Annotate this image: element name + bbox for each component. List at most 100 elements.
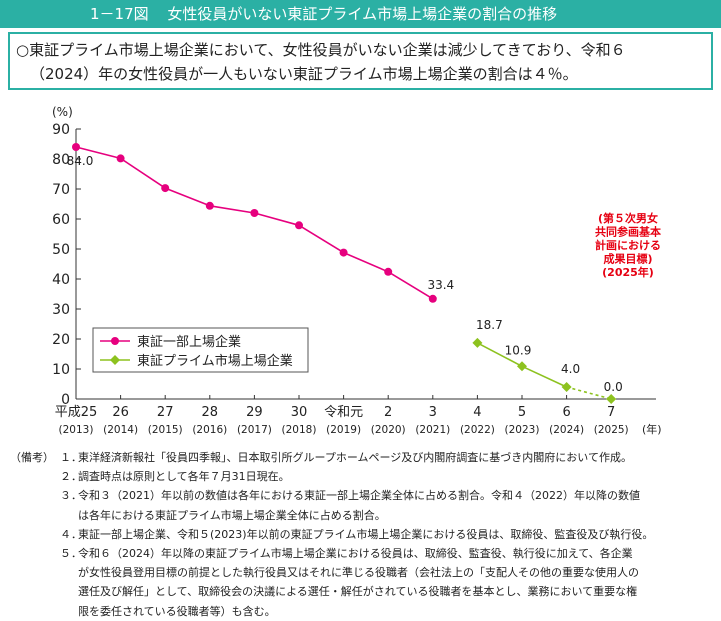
y-tick-label: 80 <box>52 152 70 168</box>
x-tick-label-year: (2024) <box>549 424 584 436</box>
note-number: ５． <box>60 547 82 561</box>
target-annotation-line: 共同参画基本 <box>595 225 661 239</box>
y-axis-label: (%) <box>52 105 73 119</box>
note-text: 令和６（2024）年以降の東証プライム市場上場企業における役員は、取締役、監査役… <box>78 547 633 561</box>
series-line-segment <box>343 251 389 273</box>
series-line-segment <box>566 386 612 400</box>
data-label: 10.9 <box>505 343 532 357</box>
x-tick-label-year: (2017) <box>237 424 272 436</box>
note-text-continued: が女性役員登用目標の前提とした執行役員又はそれに準じる役職者（会社法上の「支配人… <box>78 566 639 580</box>
series-line-segment <box>75 146 121 160</box>
target-annotation-line: 成果目標) <box>603 252 652 266</box>
x-tick-label-year: (2013) <box>59 424 94 436</box>
note-text-continued: 限を委任されている役職者等）も含む。 <box>78 604 276 618</box>
note-text: 東洋経済新報社「役員四季報」、日本取引所グループホームページ及び内閣府調査に基づ… <box>78 451 632 464</box>
x-tick-label-era: 27 <box>157 405 174 420</box>
note-number: ３． <box>60 489 82 503</box>
y-tick-label: 40 <box>52 272 70 288</box>
note-number: ４． <box>60 527 82 541</box>
legend-marker <box>110 355 120 365</box>
x-tick-label-era: 6 <box>562 405 570 420</box>
note-item: ３． 令和３（2021）年以前の数値は各年における東証一部上場企業全体に占める割合… <box>10 486 715 505</box>
y-tick-label: 60 <box>52 212 70 228</box>
line-chart: (%)0102030405060708090平成25(2013)26(2014)… <box>52 105 662 436</box>
series-line-segment <box>164 187 211 207</box>
series-point <box>384 267 393 276</box>
series-point <box>606 394 617 404</box>
figure-number: 1－17図 <box>90 5 149 23</box>
summary-line-2: （2024）年の女性役員が一人もいない東証プライム市場上場企業の割合は４％。 <box>30 65 578 83</box>
notes-label <box>10 486 60 505</box>
note-item: ２． 調査時点は原則として各年７月31日現在。 <box>10 467 715 486</box>
x-tick-label-year: (2016) <box>192 424 227 436</box>
series-line-segment <box>521 365 567 388</box>
notes: （備考） １． 東洋経済新報社「役員四季報」、日本取引所グループホームページ及び内閣… <box>10 448 715 621</box>
series-point <box>250 209 259 217</box>
summary-box: ○東証プライム市場上場企業において、女性役員がいない企業は減少してきており、令和… <box>8 32 713 90</box>
summary-line-1: ○東証プライム市場上場企業において、女性役員がいない企業は減少してきており、令和… <box>16 41 626 59</box>
series-point <box>72 143 80 151</box>
x-tick-label-era: 7 <box>607 405 615 420</box>
figure-title: 女性役員がいない東証プライム市場上場企業の割合の推移 <box>167 5 558 23</box>
x-tick-label-era: 3 <box>429 405 437 420</box>
x-tick-label-year: (2018) <box>282 424 317 436</box>
note-text: 調査時点は原則として各年７月31日現在。 <box>78 470 290 484</box>
data-label: 84.0 <box>67 154 94 168</box>
data-label: 0.0 <box>604 380 623 394</box>
note-item: （備考） １． 東洋経済新報社「役員四季報」、日本取引所グループホームページ及び内閣… <box>10 448 715 467</box>
target-annotation-line: (2025年) <box>602 265 654 279</box>
series-point <box>472 337 483 348</box>
note-number: １． <box>60 451 82 464</box>
note-text-continued: は各年における東証プライム市場上場企業全体に占める割合。 <box>78 508 386 522</box>
x-tick-label-era: 4 <box>473 405 481 420</box>
y-tick-label: 90 <box>52 122 70 138</box>
series-line-segment <box>209 205 255 214</box>
series-point <box>517 361 527 372</box>
series-point <box>161 184 170 193</box>
x-tick-label-era: 28 <box>202 405 219 420</box>
note-item: ４． 東証一部上場企業、令和５(2023)年以前の東証プライム市場上場企業における… <box>10 525 715 544</box>
legend-label: 東証一部上場企業 <box>137 334 241 350</box>
x-tick-label-year: (2015) <box>148 424 183 436</box>
x-tick-label-year: (2023) <box>505 424 540 436</box>
x-tick-label-era: 26 <box>112 405 129 420</box>
figure-header: 1－17図 女性役員がいない東証プライム市場上場企業の割合の推移 <box>0 0 721 28</box>
x-tick-label-year: (2014) <box>103 424 138 436</box>
x-tick-label-era: 令和元 <box>324 405 363 420</box>
legend-box <box>92 327 309 373</box>
target-annotation-line: 計画における <box>595 238 661 252</box>
series-line-segment <box>120 157 166 189</box>
y-tick-label: 50 <box>52 242 70 258</box>
series-point <box>116 154 125 163</box>
x-tick-label-era: 30 <box>291 405 308 420</box>
note-text: 東証一部上場企業、令和５(2023)年以前の東証プライム市場上場企業における役員… <box>78 527 654 541</box>
note-number: ２． <box>60 470 82 484</box>
series-line-segment <box>477 342 523 368</box>
y-tick-label: 0 <box>61 392 70 408</box>
x-tick-label-era: 2 <box>384 405 392 420</box>
notes-label <box>10 467 60 486</box>
data-label: 4.0 <box>561 362 580 376</box>
notes-label <box>10 525 60 544</box>
series-line-segment <box>387 271 434 300</box>
x-tick-label-year: (2019) <box>326 424 361 436</box>
legend-label: 東証プライム市場上場企業 <box>137 353 293 369</box>
series-point <box>205 201 214 210</box>
y-tick-label: 10 <box>52 362 70 378</box>
data-label: 18.7 <box>476 318 503 332</box>
y-tick-label: 30 <box>52 302 70 318</box>
series-point <box>428 294 437 303</box>
x-tick-label-year: (2022) <box>460 424 495 436</box>
data-label: 33.4 <box>427 278 454 292</box>
series-line-segment <box>254 212 300 227</box>
note-text: 令和３（2021）年以前の数値は各年における東証一部上場企業全体に占める割合。令… <box>78 489 640 503</box>
x-tick-label-era: 平成25 <box>55 405 98 420</box>
x-tick-label-era: 5 <box>518 405 526 420</box>
legend-marker <box>111 337 119 345</box>
y-tick-label: 70 <box>52 182 70 198</box>
x-tick-label-era: 29 <box>246 405 263 420</box>
notes-label: （備考） <box>10 451 54 464</box>
x-tick-label-year: (2020) <box>371 424 406 436</box>
series-point <box>339 248 348 257</box>
series-point <box>295 221 303 230</box>
